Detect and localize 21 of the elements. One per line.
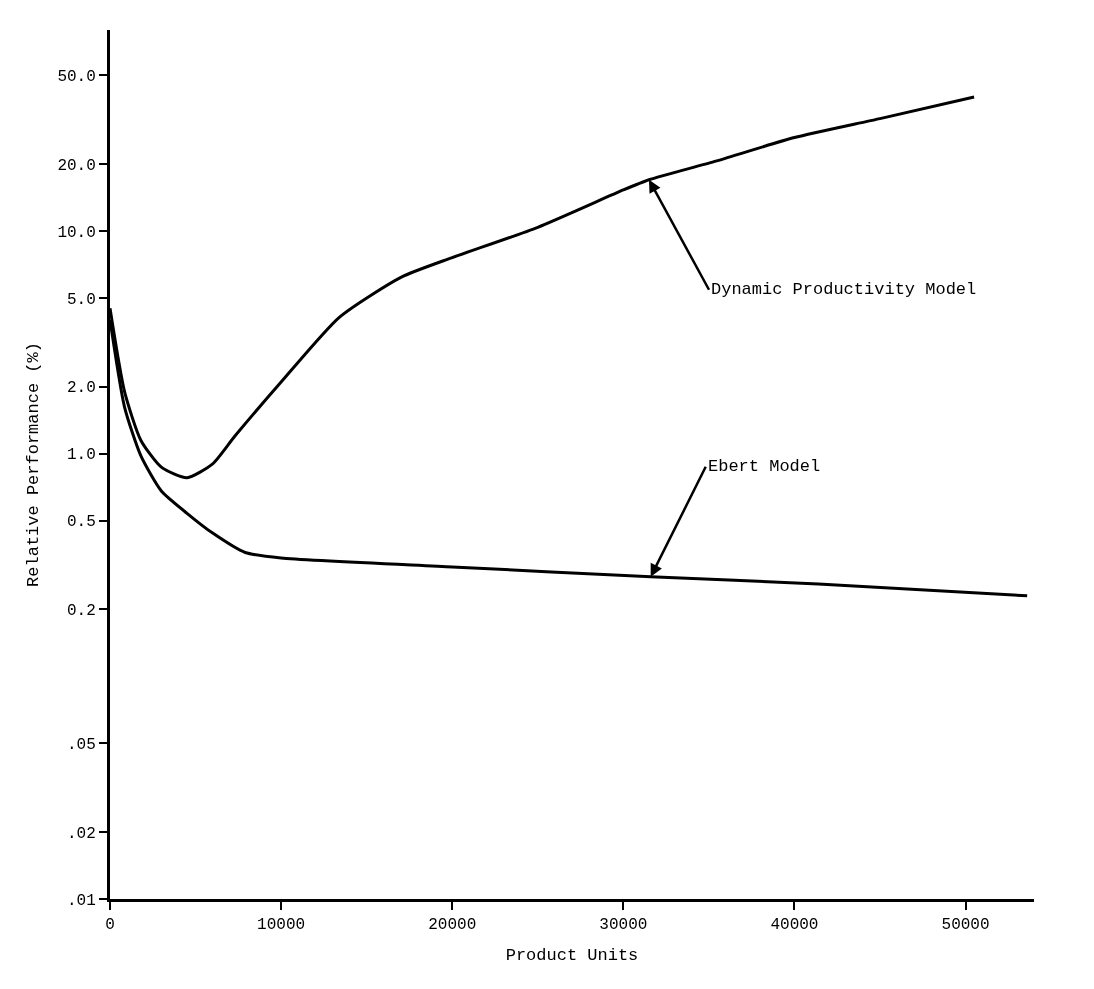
x-tick-label: 20000	[428, 916, 477, 935]
y-tick-label: .01	[66, 891, 96, 910]
y-tick-label: 10.0	[57, 223, 96, 242]
x-tick-label: 0	[105, 916, 115, 935]
y-tick-label: .02	[66, 824, 96, 843]
y-tick-label: 2.0	[66, 379, 96, 398]
x-tick-label: 50000	[941, 916, 990, 935]
x-axis-title: Product Units	[505, 945, 639, 965]
y-tick-label: .05	[66, 735, 96, 754]
x-tick-label: 10000	[257, 916, 306, 935]
y-tick-label: 20.0	[57, 156, 96, 175]
y-tick-label: 0.2	[66, 601, 96, 620]
x-tick-label: 40000	[770, 916, 819, 935]
y-tick-label: 1.0	[66, 446, 96, 465]
y-axis-title: Relative Performance (%)	[23, 342, 43, 587]
annotation: Dynamic Productivity Model	[711, 280, 977, 299]
y-tick-label: 5.0	[66, 290, 96, 309]
annotation: Ebert Model	[708, 457, 821, 476]
x-tick-label: 30000	[599, 916, 648, 935]
y-tick-label: 50.0	[57, 68, 96, 87]
y-tick-label: 0.5	[66, 513, 96, 532]
